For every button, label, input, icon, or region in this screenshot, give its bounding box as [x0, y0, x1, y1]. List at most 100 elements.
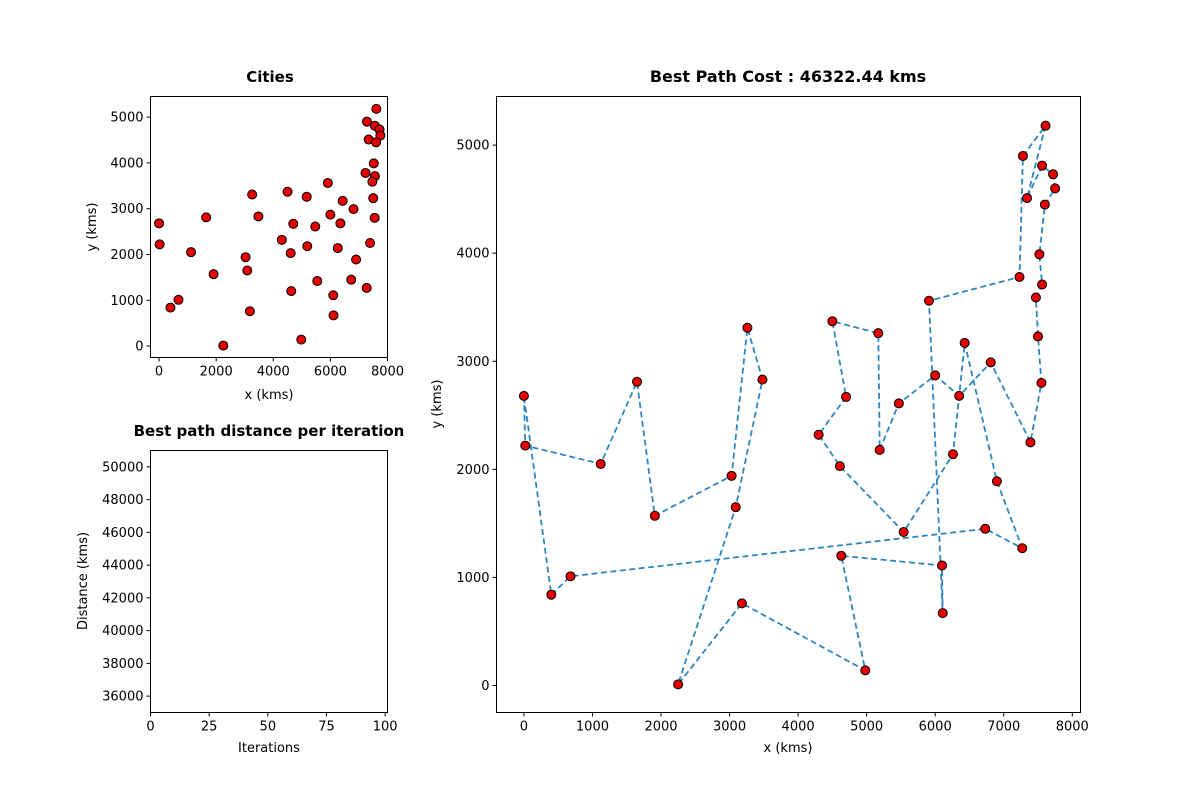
tour-city-point [1022, 193, 1033, 204]
tour-city-point [730, 502, 741, 513]
cities-ytick-label: 1000 [110, 294, 143, 309]
city-point [247, 189, 258, 200]
cities-ytick-label: 0 [135, 340, 143, 355]
best-path-ytick-label: 4000 [456, 247, 489, 262]
tour-city-point [1033, 331, 1044, 342]
tour-city-point [1037, 160, 1048, 171]
best-path-ytick-label: 3000 [456, 355, 489, 370]
tour-city-point [924, 295, 935, 306]
distance-ytick-label: 40000 [102, 624, 143, 639]
cities-ytick-label: 2000 [110, 248, 143, 263]
city-point [371, 103, 382, 114]
city-point [201, 212, 212, 223]
best-path-axes: Best Path Cost : 46322.44 kms 0 1000 2000 3… [430, 67, 1089, 756]
distance-ytick-label: 36000 [102, 690, 143, 705]
tour-city-point [937, 560, 948, 571]
city-point [368, 193, 379, 204]
city-point [154, 218, 165, 229]
city-point [186, 247, 197, 258]
tour-city-point [959, 337, 970, 348]
tour-city-point [1040, 120, 1051, 131]
city-point [328, 290, 339, 301]
city-point [360, 167, 371, 178]
tour-city-point [757, 374, 768, 385]
cities-ytick-label: 4000 [110, 156, 143, 171]
tour-city-point [827, 316, 838, 327]
city-point [365, 238, 376, 249]
city-point [348, 204, 359, 215]
distance-xtick-label: 0 [146, 720, 154, 735]
tour-city-point [736, 598, 747, 609]
distance-ytick-label: 50000 [102, 460, 143, 475]
city-point [154, 239, 165, 250]
city-point [296, 334, 307, 345]
city-point [369, 212, 380, 223]
tour-city-point [632, 376, 643, 387]
tour-city-point [898, 527, 909, 538]
city-point [332, 243, 343, 254]
tour-city-point [860, 665, 871, 676]
distance-xtick-label: 25 [201, 720, 218, 735]
cities-points [154, 103, 386, 351]
best-path-xtick-label: 0 [520, 720, 528, 735]
tour-city-point [595, 458, 606, 469]
city-point [242, 265, 253, 276]
best-path-xtick-label: 3000 [713, 720, 746, 735]
tour-city-point [546, 589, 557, 600]
city-point [351, 254, 362, 265]
tour-city-point [841, 391, 852, 402]
tour-city-point [518, 390, 529, 401]
distance-ytick-label: 42000 [102, 591, 143, 606]
cities-frame [150, 96, 388, 358]
city-point [367, 176, 378, 187]
distance-xlabel: Iterations [238, 741, 300, 756]
best-path-ytick-label: 2000 [456, 463, 489, 478]
tour-city-point [1050, 183, 1061, 194]
distance-ytick-label: 38000 [102, 657, 143, 672]
city-point [282, 186, 293, 197]
city-point [368, 158, 379, 169]
tour-city-point [1025, 437, 1036, 448]
cities-ylabel: y (kms) [85, 203, 100, 252]
city-point [361, 282, 372, 293]
city-point [173, 294, 184, 305]
cities-xtick-label: 2000 [200, 365, 233, 380]
cities-ytick-label: 5000 [110, 111, 143, 126]
city-point [346, 274, 357, 285]
distance-ticks: 0 25 50 75 100 36000 38000 40000 42000 44000 46000… [102, 460, 397, 734]
city-point [165, 302, 176, 313]
tour-city-point [726, 470, 737, 481]
best-path-xtick-label: 1000 [576, 720, 609, 735]
city-point [302, 241, 313, 252]
tour-city-point [649, 510, 660, 521]
tour-city-point [1036, 377, 1047, 388]
best-path-xtick-label: 2000 [644, 720, 677, 735]
city-point [208, 269, 219, 280]
best-path-xtick-label: 7000 [987, 720, 1020, 735]
city-point [325, 209, 336, 220]
cities-xlabel: x (kms) [245, 388, 294, 403]
city-point [253, 211, 264, 222]
tour-city-point [930, 370, 941, 381]
city-point [312, 276, 323, 287]
cities-xtick-label: 8000 [371, 365, 404, 380]
tour-city-point [1048, 169, 1059, 180]
tour-city-point [873, 328, 884, 339]
distance-ylabel: Distance (kms) [76, 532, 91, 630]
distance-axes: Best path distance per iteration 0 25 50 75… [76, 422, 404, 756]
distance-frame [150, 450, 388, 713]
cities-title: Cities [246, 68, 294, 86]
distance-xtick-label: 100 [373, 720, 398, 735]
best-path-ylabel: y (kms) [430, 380, 445, 429]
distance-title: Best path distance per iteration [134, 422, 405, 440]
city-point [301, 191, 312, 202]
tour-city-point [893, 398, 904, 409]
best-path-ytick-label: 0 [481, 679, 489, 694]
best-path-ytick-label: 1000 [456, 571, 489, 586]
tour-city-point [742, 322, 753, 333]
tour-city-point [1034, 249, 1045, 260]
city-point [310, 221, 321, 232]
tour-city-point [834, 461, 845, 472]
city-point [240, 252, 251, 263]
